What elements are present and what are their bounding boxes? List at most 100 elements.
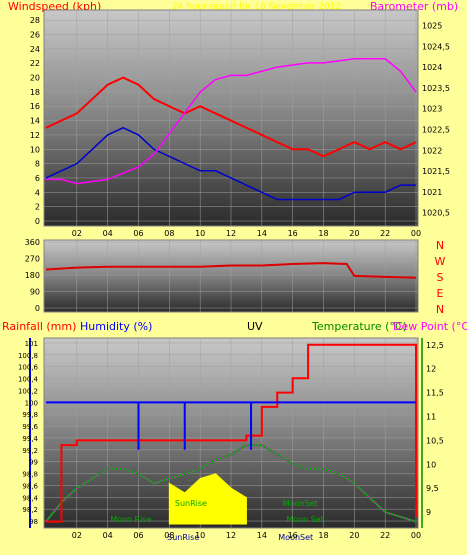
multi-x-tick: 04 [103,531,113,540]
baro-y-tick: 1021 [422,188,442,197]
direction-y-tick: 90 [30,288,40,297]
direction-series [45,262,417,279]
baro-y-tick: 1024 [422,63,442,72]
event-label-moonset-bottom: MoonSet [278,533,313,542]
compass-letter: S [437,271,444,284]
compass-letter: W [435,255,446,268]
rainfall-line [46,343,417,523]
baro-y-tick: 1022,5 [422,125,450,134]
humidity-y-tick: 99 [29,459,38,467]
event-label-moonset-top: MoonSet [283,499,318,508]
temp-y-tick: 12,5 [426,341,444,350]
wind-x-tick: 10 [195,229,205,238]
direction-y-tick: 270 [25,255,40,264]
temp-y-tick: 10 [426,460,436,469]
wind-y-tick: 14 [30,117,40,126]
humidity-y-tick: 100 [25,399,38,407]
wind-x-tick: 00 [411,229,421,238]
dewpoint-title: Dew Point (°C) [393,320,467,333]
wind-y-tick: 26 [30,31,40,40]
humidity-y-tick: 99,2 [22,447,38,455]
humidity-y-tick: 100,4 [18,376,39,384]
baro-y-axis: 1020,5 1021 1021,5 1022 1022,5 1023 1023,5 1024… [422,21,450,217]
wind-x-tick: 12 [226,229,236,238]
wind-x-tick: 08 [164,229,174,238]
humidity-y-tick: 100,6 [18,364,39,372]
multi-x-axis: 02 04 06 08 10 12 14 16 18 20 22 00 [72,531,421,540]
event-label-moonset-low: Moon Set [286,515,323,524]
multi-x-tick: 14 [257,531,267,540]
wind-y-tick: 20 [30,74,40,83]
temp-y-tick: 10,5 [426,436,444,445]
multi-x-tick: 08 [164,531,174,540]
humidity-y-tick: 98,8 [22,471,38,479]
humidity-y-tick: 101 [25,340,38,348]
compass-letter: E [437,287,444,300]
humidity-title: Humidity (%) [80,320,152,333]
event-label-moonrise: Moon Rise [110,515,151,524]
humidity-y-tick: 98,6 [22,482,38,490]
multi-x-tick: 20 [349,531,359,540]
wind-y-tick: 16 [30,102,40,111]
direction-y-axis: 0 90 180 270 360 [25,238,40,313]
wind-series [45,58,417,201]
temp-y-tick: 11 [426,412,436,421]
wind-x-tick: 22 [380,229,390,238]
dewpoint-line [45,444,417,523]
uv-title: UV [247,320,263,333]
wind-y-tick: 22 [30,59,40,68]
wind-x-tick: 18 [318,229,328,238]
wind-x-tick: 20 [349,229,359,238]
event-label-sunrise-bottom: SunRise [167,533,199,542]
wind-y-tick: 12 [30,131,40,140]
multi-x-tick: 16 [288,531,298,540]
humidity-y-tick: 100,8 [18,352,38,360]
multi-x-tick: 12 [226,531,236,540]
baro-y-tick: 1023 [422,105,442,114]
wind-y-tick: 10 [30,145,40,154]
wind-y-tick: 2 [35,203,40,212]
wind-x-axis: 02 04 06 08 10 12 14 16 18 20 22 00 [72,229,421,238]
baro-y-tick: 1021,5 [422,167,450,176]
compass-letter: N [436,239,444,252]
windspeed-line [45,76,417,158]
baro-y-tick: 1023,5 [422,84,450,93]
wind-x-tick: 16 [288,229,298,238]
temp-y-axis: 9 9,5 10 10,5 11 11,5 12 12,5 [426,341,444,517]
wind-x-tick: 14 [257,229,267,238]
barometer-line [46,58,417,185]
direction-y-tick: 0 [35,304,40,313]
baro-y-tick: 1025 [422,21,442,30]
multi-series [45,343,417,525]
wind-y-tick: 4 [35,188,40,197]
multi-x-tick: 22 [380,531,390,540]
direction-y-tick: 180 [25,271,40,280]
wind-y-tick: 6 [35,174,40,183]
wind-grid [44,10,418,226]
temperature-title: Temperature (°C) [311,320,407,333]
compass-letter: N [436,303,444,316]
wind-y-tick: 24 [30,45,40,54]
wind-y-tick: 0 [35,217,40,226]
astro-events: Moon Rise SunRise MoonSet Moon Set SunRise Mo… [110,499,324,542]
temp-y-tick: 11,5 [426,389,444,398]
wind-y-tick: 28 [30,16,40,25]
multi-x-tick: 06 [133,531,143,540]
wind-x-tick: 04 [103,229,113,238]
multi-x-tick: 10 [195,531,205,540]
humidity-y-tick: 99,4 [22,435,38,443]
solar-area [168,473,247,525]
event-label-sunrise-top: SunRise [175,499,207,508]
wind-x-tick: 02 [72,229,82,238]
wind-y-tick: 18 [30,88,40,97]
temp-y-tick: 12 [426,365,436,374]
wind-y-tick: 8 [35,160,40,169]
date-title: 24 hour graph for 16 November 2012 [172,2,341,12]
baro-y-tick: 1024,5 [422,42,450,51]
rainfall-title: Rainfall (mm) [2,320,76,333]
